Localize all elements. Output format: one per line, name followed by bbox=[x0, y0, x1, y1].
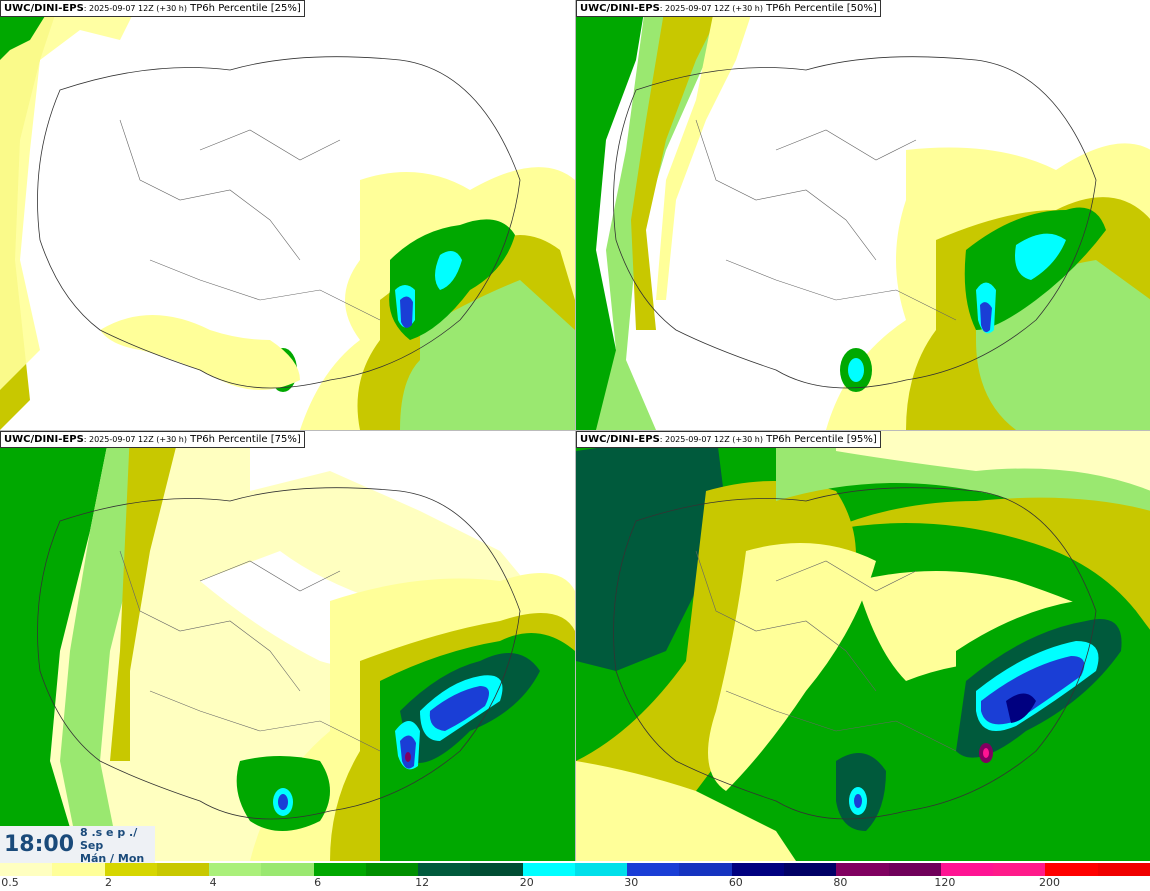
colorbar-tick-label: 4 bbox=[209, 876, 217, 889]
colorbar-segment bbox=[940, 863, 994, 876]
panel-title: UWC/DINI-EPS: 2025-09-07 12Z (+30 h) TP6… bbox=[0, 0, 305, 17]
panel-title: UWC/DINI-EPS: 2025-09-07 12Z (+30 h) TP6… bbox=[576, 0, 881, 17]
valid-time: 18:00 bbox=[4, 832, 75, 857]
model-name: UWC/DINI-EPS bbox=[580, 434, 660, 445]
valid-date: 8 .s e p ./ Sep Mán / Mon bbox=[80, 826, 144, 865]
panel-title: UWC/DINI-EPS: 2025-09-07 12Z (+30 h) TP6… bbox=[576, 431, 881, 448]
precip-colorbar bbox=[0, 863, 1150, 876]
colorbar-segment bbox=[731, 863, 784, 876]
colorbar-tick-label: 30 bbox=[624, 876, 639, 889]
field-name: TP6h Percentile [75%] bbox=[190, 434, 301, 445]
colorbar-segment bbox=[209, 863, 262, 876]
colorbar-segment bbox=[313, 863, 366, 876]
colorbar-ticks: 0.5 2 4 6 12 20 30 60 80 120 200 bbox=[0, 876, 1150, 891]
colorbar-tick-label: 6 bbox=[314, 876, 322, 889]
field-name: TP6h Percentile [50%] bbox=[766, 3, 877, 14]
colorbar-tick-label: 0.5 bbox=[1, 876, 19, 889]
colorbar-segment bbox=[104, 863, 157, 876]
valid-time-box: 18:00 8 .s e p ./ Sep Mán / Mon bbox=[0, 826, 155, 865]
colorbar-segment bbox=[261, 863, 314, 876]
colorbar-segment bbox=[1045, 863, 1098, 876]
valid-date-line3: Mán / Mon bbox=[80, 852, 145, 865]
precip-map-p25 bbox=[0, 0, 575, 430]
valid-date-line1: 8 .s e p ./ bbox=[80, 826, 138, 839]
colorbar-segment bbox=[470, 863, 523, 876]
colorbar-tick-label: 20 bbox=[519, 876, 534, 889]
colorbar-segment bbox=[52, 863, 105, 876]
colorbar-segment bbox=[836, 863, 889, 876]
colorbar-segment bbox=[783, 863, 837, 876]
colorbar-segment bbox=[627, 863, 680, 876]
precip-map-p75 bbox=[0, 431, 575, 861]
map-panel-p25: UWC/DINI-EPS: 2025-09-07 12Z (+30 h) TP6… bbox=[0, 0, 575, 430]
colorbar-tick-label: 2 bbox=[105, 876, 113, 889]
colorbar-tick-label: 80 bbox=[833, 876, 848, 889]
model-name: UWC/DINI-EPS bbox=[580, 3, 660, 14]
colorbar-segment bbox=[365, 863, 419, 876]
colorbar-segment bbox=[1097, 863, 1150, 876]
map-panel-p50: UWC/DINI-EPS: 2025-09-07 12Z (+30 h) TP6… bbox=[576, 0, 1150, 430]
colorbar-segment bbox=[888, 863, 941, 876]
colorbar-tick-label: 12 bbox=[415, 876, 430, 889]
colorbar-segment bbox=[993, 863, 1046, 876]
colorbar-segment bbox=[0, 863, 53, 876]
colorbar-tick-label: 120 bbox=[934, 876, 956, 889]
run-info: : 2025-09-07 12Z (+30 h) bbox=[83, 4, 187, 13]
map-panel-p95: UWC/DINI-EPS: 2025-09-07 12Z (+30 h) TP6… bbox=[576, 431, 1150, 861]
map-panel-p75: UWC/DINI-EPS: 2025-09-07 12Z (+30 h) TP6… bbox=[0, 431, 575, 861]
field-name: TP6h Percentile [95%] bbox=[766, 434, 877, 445]
precip-map-p95 bbox=[576, 431, 1150, 861]
run-info: : 2025-09-07 12Z (+30 h) bbox=[83, 435, 187, 444]
precip-map-p50 bbox=[576, 0, 1150, 430]
colorbar-segment bbox=[679, 863, 732, 876]
model-name: UWC/DINI-EPS bbox=[4, 3, 84, 14]
field-name: TP6h Percentile [25%] bbox=[190, 3, 301, 14]
colorbar-segment bbox=[574, 863, 628, 876]
colorbar-tick-label: 60 bbox=[728, 876, 743, 889]
run-info: : 2025-09-07 12Z (+30 h) bbox=[659, 4, 763, 13]
colorbar-segment bbox=[156, 863, 210, 876]
model-name: UWC/DINI-EPS bbox=[4, 434, 84, 445]
colorbar-tick-label: 200 bbox=[1038, 876, 1060, 889]
colorbar-segment bbox=[522, 863, 575, 876]
panel-title: UWC/DINI-EPS: 2025-09-07 12Z (+30 h) TP6… bbox=[0, 431, 305, 448]
valid-date-line2: Sep bbox=[80, 839, 104, 852]
run-info: : 2025-09-07 12Z (+30 h) bbox=[659, 435, 763, 444]
panel-divider-horizontal bbox=[0, 430, 1150, 431]
colorbar-segment bbox=[418, 863, 471, 876]
